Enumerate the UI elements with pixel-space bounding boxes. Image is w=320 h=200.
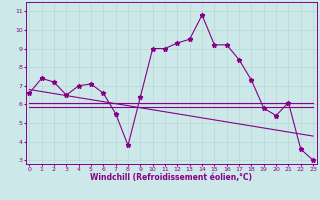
X-axis label: Windchill (Refroidissement éolien,°C): Windchill (Refroidissement éolien,°C) <box>90 173 252 182</box>
